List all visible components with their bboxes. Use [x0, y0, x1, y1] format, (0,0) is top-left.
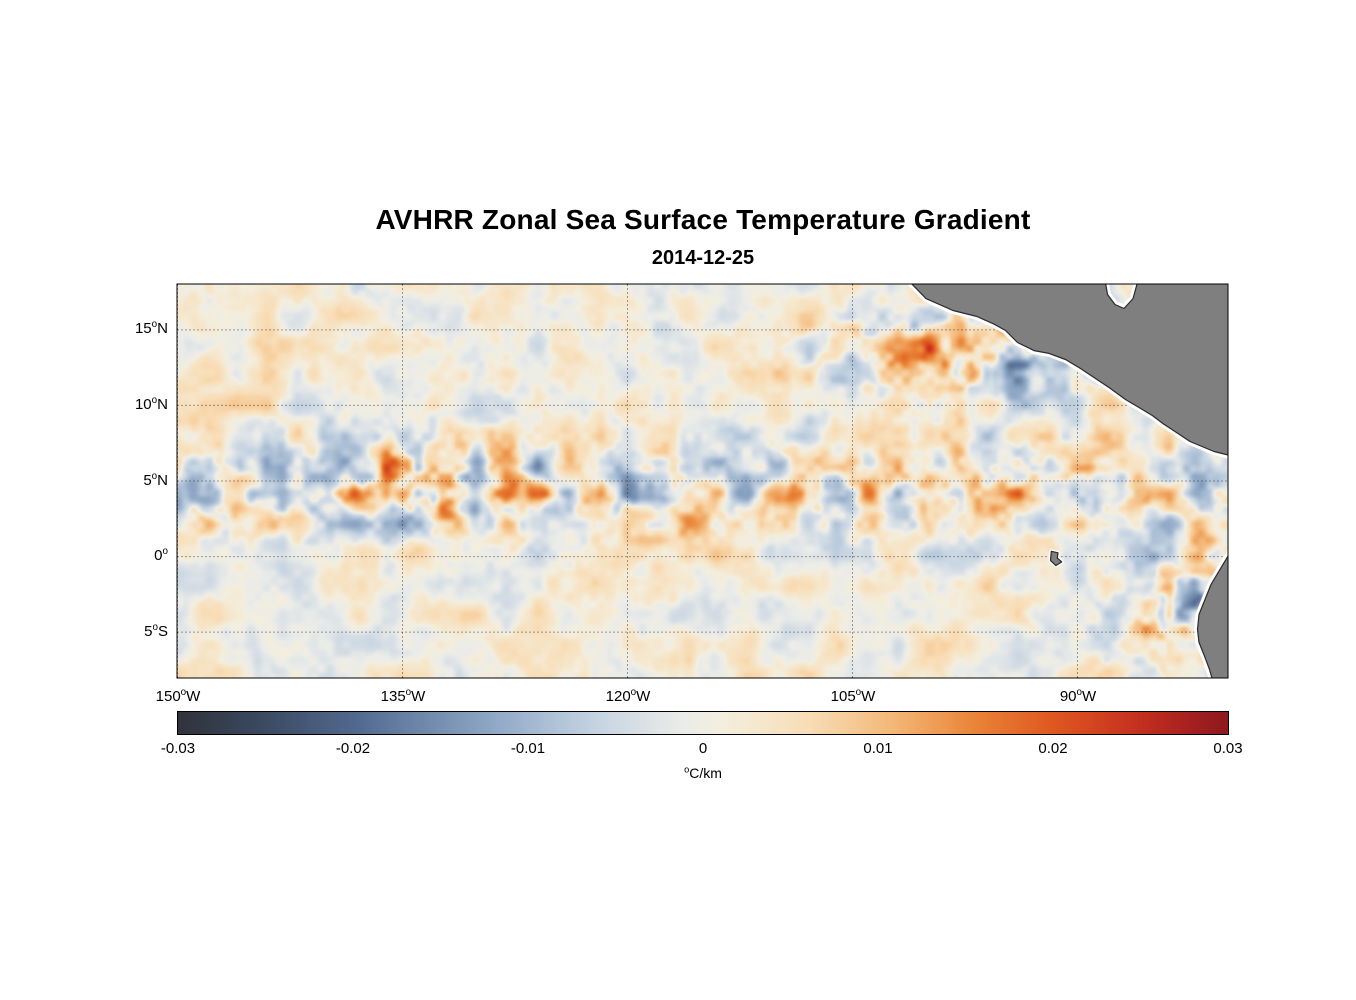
- x-tick-0: 150oW: [156, 688, 201, 705]
- tick-number: 120: [605, 688, 631, 705]
- degree-sup: o: [180, 687, 187, 698]
- x-tick-4: 90oW: [1060, 688, 1096, 705]
- hemisphere: W: [186, 688, 201, 705]
- x-tick-2: 120oW: [606, 688, 651, 705]
- tick-number: 5: [143, 471, 152, 489]
- hemisphere: W: [861, 688, 876, 705]
- hemisphere: N: [157, 320, 168, 338]
- tick-number: 0: [154, 547, 163, 565]
- colorbar-tick-4: 0.01: [863, 740, 893, 757]
- map-overlay-svg: [177, 284, 1228, 678]
- colorbar-units: oC/km: [178, 765, 1228, 781]
- landmass-central-america: [911, 284, 1228, 456]
- degree-sup: o: [1076, 687, 1083, 698]
- degree-sup: o: [152, 621, 158, 633]
- tick-number: 105: [830, 688, 856, 705]
- hemisphere: N: [157, 395, 168, 413]
- hemisphere: W: [411, 688, 426, 705]
- tick-number: 15: [134, 320, 152, 338]
- y-tick-4: 5oS: [96, 621, 168, 640]
- hemisphere: W: [1082, 688, 1097, 705]
- x-tick-1: 135oW: [381, 688, 426, 705]
- chart-title: AVHRR Zonal Sea Surface Temperature Grad…: [375, 204, 1031, 235]
- tick-number: 135: [380, 688, 406, 705]
- chart-date: 2014-12-25: [651, 247, 755, 269]
- y-tick-0: 15oN: [96, 320, 168, 337]
- colorbar-tick-0: -0.03: [160, 740, 196, 757]
- tick-number: 90: [1059, 688, 1077, 705]
- colorbar-tick-5: 0.02: [1038, 740, 1068, 757]
- degree-sup: o: [684, 764, 690, 775]
- y-tick-2: 5oN: [96, 470, 168, 489]
- colorbar: [177, 711, 1229, 735]
- hemisphere: S: [157, 622, 168, 640]
- tick-number: 150: [155, 688, 181, 705]
- tick-number: 5: [144, 622, 153, 640]
- degree-sup: o: [855, 687, 862, 698]
- colorbar-tick-6: 0.03: [1213, 740, 1243, 757]
- degree-sup: o: [630, 687, 637, 698]
- colorbar-tick-2: -0.01: [510, 740, 546, 757]
- y-tick-3: 0o: [96, 547, 168, 564]
- units-text: C/km: [689, 765, 722, 781]
- map-plot: [176, 283, 1229, 679]
- colorbar-tick-1: -0.02: [335, 740, 371, 757]
- degree-sup: o: [151, 394, 158, 406]
- degree-sup: o: [162, 546, 169, 558]
- hemisphere: W: [636, 688, 651, 705]
- galapagos-islands: [1049, 550, 1063, 567]
- colorbar-tick-3: 0: [698, 740, 708, 757]
- x-tick-3: 105oW: [831, 688, 876, 705]
- landmass-south-america: [1196, 555, 1228, 678]
- gridlines: [177, 284, 1228, 678]
- degree-sup: o: [151, 319, 158, 331]
- degree-sup: o: [405, 687, 412, 698]
- tick-number: 10: [134, 395, 152, 413]
- degree-sup: o: [151, 470, 158, 482]
- hemisphere: N: [157, 471, 168, 489]
- y-tick-1: 10oN: [96, 394, 168, 413]
